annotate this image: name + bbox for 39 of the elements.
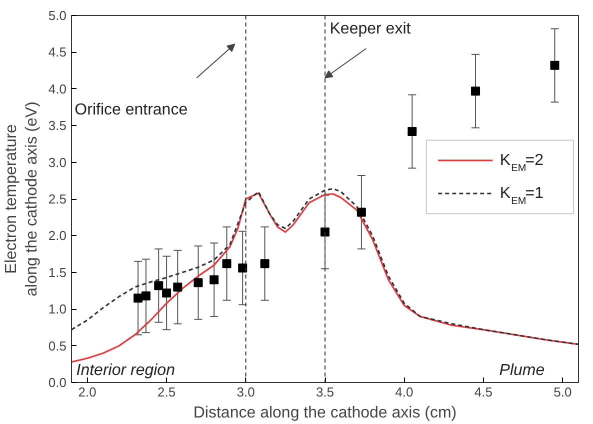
annotation: Orifice entrance [74,101,188,118]
point [356,208,366,217]
annotation: Keeper exit [330,20,412,38]
y-tick-label: 2.5 [48,192,67,206]
point [173,282,182,292]
point [141,291,150,300]
point [134,294,143,303]
point [408,126,417,136]
annotation: Interior region [76,362,176,379]
point [260,259,270,268]
point [194,278,203,288]
y-tick-label: 3.5 [48,118,67,134]
y-tick-label: 3.0 [48,154,67,170]
point [320,228,330,237]
x-tick-label: 4.5 [474,384,492,400]
point [550,60,560,70]
x-tick-label: 4.0 [395,384,414,400]
y-tick-label: 0.0 [48,375,67,390]
point [154,281,164,290]
annotation: Plume [499,362,545,379]
y-tick-label: 5.0 [48,8,67,23]
x-tick-label: 2.5 [158,384,176,400]
y-tick-label: 0.5 [48,338,67,354]
x-tick-label: 3.5 [316,384,334,400]
point [238,263,248,272]
x-tick-label: 5.0 [554,384,572,400]
point [162,288,172,298]
y-tick-label: 4.0 [48,81,67,96]
x-axis-title: Distance along the cathode axis (cm) [193,404,457,422]
y-tick-label: 1.0 [48,302,67,317]
y-axis-title: Electron temperature along the cathode axis (eV) [3,102,40,296]
y-tick-label: 4.5 [48,44,67,60]
y-tick-label: 1.5 [48,264,67,280]
point [210,275,219,284]
point [471,86,480,96]
x-tick-label: 2.0 [78,384,96,400]
x-tick-label: 3.0 [236,384,255,400]
point [222,259,232,268]
y-tick-label: 2.0 [48,228,67,244]
